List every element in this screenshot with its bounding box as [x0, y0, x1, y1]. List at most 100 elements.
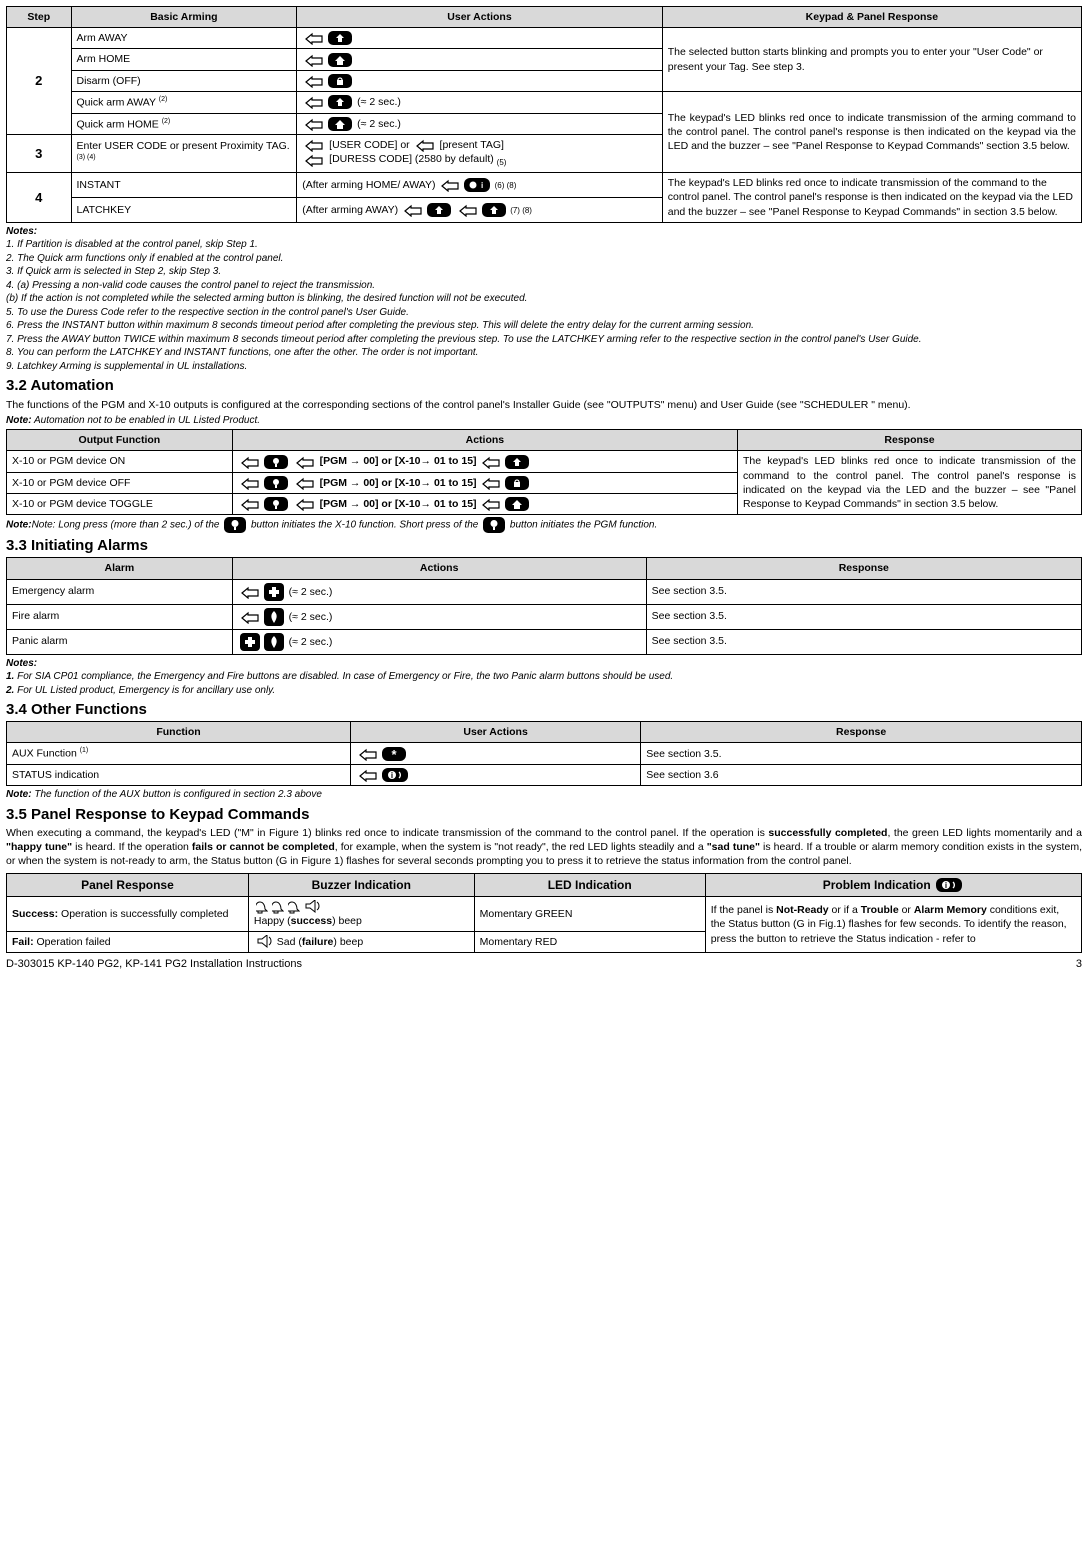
response-top: The selected button starts blinking and … — [662, 28, 1081, 92]
speaker-icon — [256, 935, 272, 949]
home-button-icon — [505, 497, 529, 511]
off-button-icon — [505, 476, 529, 490]
success-led: Momentary GREEN — [474, 896, 705, 931]
panic-label: Panic alarm — [7, 629, 233, 654]
sec32-intro: The functions of the PGM and X-10 output… — [6, 398, 1082, 412]
fire-action: (≈ 2 sec.) — [232, 604, 646, 629]
fire-label: Fire alarm — [7, 604, 233, 629]
page-number: 3 — [1076, 957, 1082, 972]
aux-label: AUX Function (1) — [7, 743, 351, 765]
light-button-icon — [264, 455, 288, 469]
th-response2: Response — [738, 430, 1082, 451]
pgm-off-label: X-10 or PGM device OFF — [7, 472, 233, 493]
hand-icon — [304, 53, 324, 67]
hand-icon — [403, 203, 423, 217]
hand-icon — [240, 476, 260, 490]
fail-row: Fail: Operation failed — [7, 932, 249, 953]
sec33-notes: Notes: 1. For SIA CP01 compliance, the E… — [6, 657, 1082, 698]
hand-icon — [304, 153, 324, 167]
success-buzz: Happy (success) beep — [248, 896, 474, 931]
th-alarm: Alarm — [7, 558, 233, 579]
hand-icon — [240, 585, 260, 599]
problem-text: If the panel is Not-Ready or if a Troubl… — [705, 896, 1081, 953]
step-2: 2 — [7, 28, 72, 135]
instant-action: (After arming HOME/ AWAY) (6) (8) — [297, 173, 663, 198]
panic-action: (≈ 2 sec.) — [232, 629, 646, 654]
emergency-action: (≈ 2 sec.) — [232, 579, 646, 604]
fail-buzz: Sad (failure) beep — [248, 932, 474, 953]
response-mid: The keypad's LED blinks red once to indi… — [662, 91, 1081, 172]
arm-home-label: Arm HOME — [71, 49, 297, 70]
away-button-icon — [427, 203, 451, 217]
cross-button-icon — [264, 583, 284, 601]
fire-button-icon — [264, 633, 284, 651]
th-actions3: Actions — [232, 558, 646, 579]
aux-resp: See section 3.5. — [641, 743, 1082, 765]
automation-table: Output Function Actions Response X-10 or… — [6, 429, 1082, 515]
hand-icon — [304, 117, 324, 131]
disarm-action — [297, 70, 663, 91]
hand-icon — [304, 95, 324, 109]
automation-response: The keypad's LED blinks red once to indi… — [738, 451, 1082, 515]
arm-away-label: Arm AWAY — [71, 28, 297, 49]
away-button-icon — [328, 31, 352, 45]
th-user-actions: User Actions — [351, 722, 641, 743]
fire-resp: See section 3.5. — [646, 604, 1081, 629]
other-fn-table: Function User Actions Response AUX Funct… — [6, 721, 1082, 786]
sec32-title: 3.2 Automation — [6, 376, 1082, 396]
sec32-note: Note: Automation not to be enabled in UL… — [6, 414, 1082, 428]
home-button-icon — [328, 53, 352, 67]
emergency-resp: See section 3.5. — [646, 579, 1081, 604]
page-footer: D-303015 KP-140 PG2, KP-141 PG2 Installa… — [6, 957, 1082, 972]
hand-icon — [304, 74, 324, 88]
response-bot: The keypad's LED blinks red once to indi… — [662, 173, 1081, 223]
panel-response-table: Panel Response Buzzer Indication LED Ind… — [6, 873, 1082, 954]
instant-button-icon — [464, 178, 490, 192]
star-button-icon — [382, 747, 406, 761]
sec34-title: 3.4 Other Functions — [6, 700, 1082, 720]
sec35-title: 3.5 Panel Response to Keypad Commands — [6, 805, 1082, 825]
hand-icon — [240, 455, 260, 469]
th-response3: Response — [646, 558, 1081, 579]
hand-icon — [458, 203, 478, 217]
home-button-icon — [328, 117, 352, 131]
user-code-action: [USER CODE] or [present TAG] [DURESS COD… — [297, 135, 663, 173]
fire-button-icon — [264, 608, 284, 626]
hand-icon — [481, 497, 501, 511]
pgm-on-label: X-10 or PGM device ON — [7, 451, 233, 472]
arm-home-action — [297, 49, 663, 70]
away-button-icon — [505, 455, 529, 469]
th-problem: Problem Indication — [705, 873, 1081, 896]
instant-label: INSTANT — [71, 173, 297, 198]
hand-icon — [295, 497, 315, 511]
info-button-icon — [936, 878, 962, 892]
th-step: Step — [7, 7, 72, 28]
hand-icon — [440, 178, 460, 192]
aux-action — [351, 743, 641, 765]
arm-away-action — [297, 28, 663, 49]
away-button-icon — [328, 95, 352, 109]
step-4: 4 — [7, 173, 72, 223]
hand-icon — [240, 497, 260, 511]
success-row: Success: Operation is successfully compl… — [7, 896, 249, 931]
pgm-toggle-action: [PGM → 00] or [X-10→ 01 to 15] — [232, 493, 737, 514]
hand-icon — [358, 768, 378, 782]
hand-icon — [481, 455, 501, 469]
hand-icon — [304, 138, 324, 152]
light-button-icon — [483, 517, 505, 533]
quick-away-action: (≈ 2 sec.) — [297, 91, 663, 113]
pgm-on-action: [PGM → 00] or [X-10→ 01 to 15] — [232, 451, 737, 472]
sec35-para: When executing a command, the keypad's L… — [6, 826, 1082, 869]
doc-id: D-303015 KP-140 PG2, KP-141 PG2 Installa… — [6, 957, 302, 972]
pgm-off-action: [PGM → 00] or [X-10→ 01 to 15] — [232, 472, 737, 493]
quick-home-action: (≈ 2 sec.) — [297, 113, 663, 135]
info-button-icon — [382, 768, 408, 782]
alarms-table: Alarm Actions Response Emergency alarm (… — [6, 557, 1082, 654]
step-3: 3 — [7, 135, 72, 173]
light-button-icon — [264, 497, 288, 511]
status-label: STATUS indication — [7, 765, 351, 786]
quick-home-label: Quick arm HOME (2) — [71, 113, 297, 135]
sec32-after-note: Note:Note: Long press (more than 2 sec.)… — [6, 517, 1082, 533]
th-fn: Function — [7, 722, 351, 743]
emergency-label: Emergency alarm — [7, 579, 233, 604]
